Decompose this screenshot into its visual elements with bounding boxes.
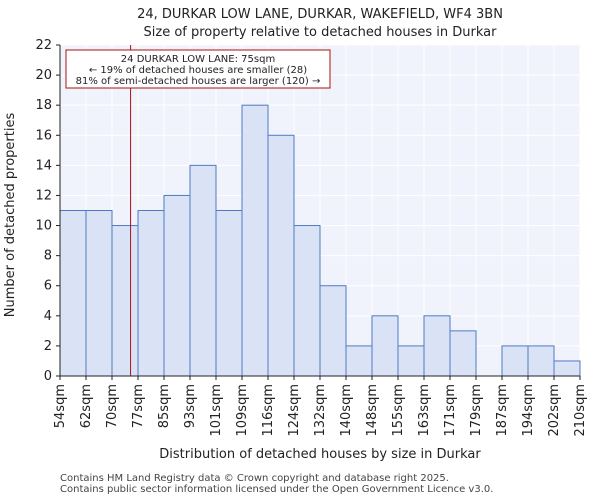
x-tick-label: 109sqm	[235, 384, 250, 437]
bars	[59, 104, 581, 377]
bar	[137, 210, 165, 377]
x-tick-label: 179sqm	[469, 384, 484, 437]
x-tick-label: 77sqm	[131, 384, 146, 428]
x-tick-label: 124sqm	[287, 384, 302, 437]
annotation-box	[65, 49, 331, 89]
bar	[293, 225, 321, 377]
annotation-line2: ← 19% of detached houses are smaller (28…	[89, 65, 307, 76]
bar	[319, 285, 347, 377]
annotation-line3: 81% of semi-detached houses are larger (…	[76, 76, 321, 87]
bar	[423, 315, 451, 377]
x-tick-label: 163sqm	[417, 384, 432, 437]
x-tick-label: 187sqm	[495, 384, 510, 437]
x-tick-label: 171sqm	[443, 384, 458, 437]
y-tick-label: 2	[44, 339, 52, 354]
y-tick-label: 16	[35, 128, 52, 143]
x-tick-label: 62sqm	[79, 384, 94, 428]
property-marker: 24 DURKAR LOW LANE: 75sqm ← 19% of detac…	[65, 45, 331, 376]
chart-title-line2: Size of property relative to detached ho…	[144, 25, 498, 40]
x-tick-label: 70sqm	[105, 384, 120, 428]
x-tick-label: 155sqm	[391, 384, 406, 437]
bar	[59, 210, 87, 377]
y-tick-label: 14	[35, 158, 52, 173]
bar	[163, 194, 191, 377]
x-tick-label: 194sqm	[521, 384, 536, 437]
bar	[267, 134, 295, 377]
bar	[241, 104, 269, 377]
bar	[397, 345, 425, 377]
y-axis-label: Number of detached properties	[3, 113, 18, 318]
bar	[371, 315, 399, 377]
y-tick-label: 8	[44, 249, 52, 264]
x-tick-label: 202sqm	[547, 384, 562, 437]
x-axis-label: Distribution of detached houses by size …	[159, 447, 481, 462]
bar	[345, 345, 373, 377]
bar	[527, 345, 555, 377]
bar	[111, 225, 139, 377]
annotation-line1: 24 DURKAR LOW LANE: 75sqm	[121, 54, 275, 65]
y-tick-label: 18	[35, 98, 52, 113]
x-tick-label: 116sqm	[261, 384, 276, 437]
chart-title-line1: 24, DURKAR LOW LANE, DURKAR, WAKEFIELD, …	[137, 7, 503, 22]
y-tick-label: 20	[35, 68, 52, 83]
y-tick-label: 10	[35, 219, 52, 234]
y-tick-label: 4	[44, 309, 52, 324]
bar	[449, 330, 477, 377]
x-tick-label: 132sqm	[313, 384, 328, 437]
x-tick-label: 140sqm	[339, 384, 354, 437]
x-tick-label: 93sqm	[183, 384, 198, 428]
x-tick-labels: 54sqm 62sqm 70sqm 77sqm 85sqm 93sqm 101sqm 109s…	[53, 376, 588, 437]
y-tick-label: 0	[44, 369, 52, 384]
bar	[553, 360, 581, 377]
bar	[85, 210, 113, 377]
footer-line2: Contains public sector information licen…	[60, 484, 494, 495]
bar	[215, 210, 243, 377]
x-tick-label: 148sqm	[365, 384, 380, 437]
x-tick-label: 210sqm	[573, 384, 588, 437]
y-tick-labels: 0 2 4 6 8 10 12 14 16 18 20 22	[35, 38, 60, 384]
footer-line1: Contains HM Land Registry data © Crown c…	[60, 473, 449, 484]
y-tick-label: 6	[44, 279, 52, 294]
y-tick-label: 22	[35, 38, 52, 53]
x-tick-label: 54sqm	[53, 384, 68, 428]
x-tick-label: 101sqm	[209, 384, 224, 437]
bar	[501, 345, 529, 377]
bar	[189, 164, 217, 377]
y-tick-label: 12	[35, 188, 52, 203]
x-tick-label: 85sqm	[157, 384, 172, 428]
